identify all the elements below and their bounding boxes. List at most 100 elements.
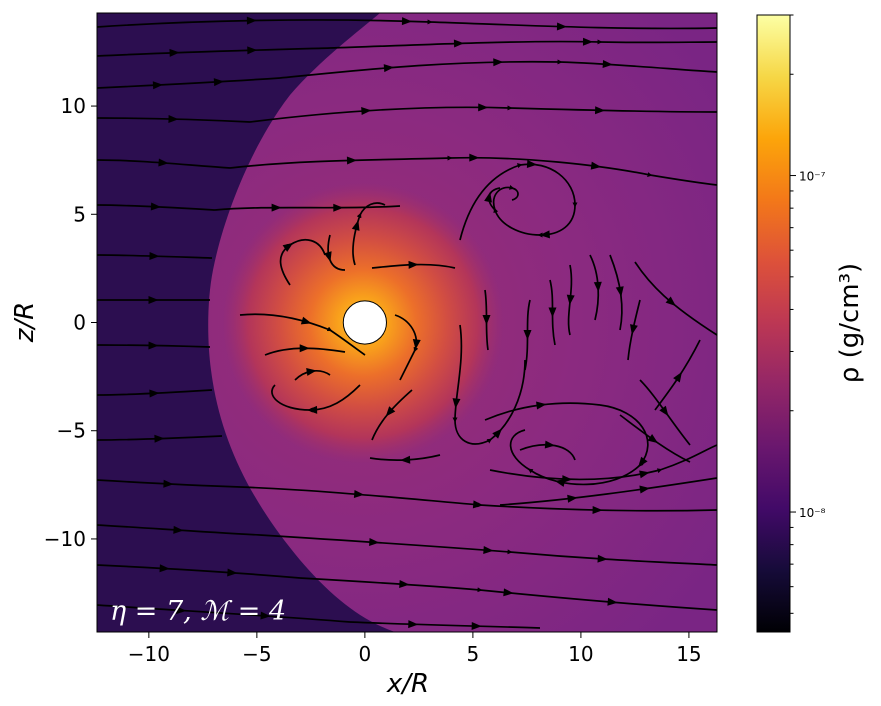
streamline-arrow bbox=[523, 329, 532, 340]
streamline-arrow bbox=[453, 39, 464, 48]
streamline-arrow bbox=[503, 588, 514, 597]
colorbar-tick-label: 10⁻⁸ bbox=[799, 506, 826, 520]
streamline-arrow bbox=[582, 37, 593, 46]
streamline-arrow bbox=[639, 470, 650, 479]
streamline-arrow bbox=[408, 620, 419, 629]
streamline-arrow bbox=[149, 251, 160, 260]
streamline bbox=[519, 443, 576, 461]
streamline bbox=[489, 444, 717, 481]
streamline-arrow bbox=[567, 494, 578, 503]
streamline-arrow bbox=[300, 316, 312, 325]
y-tick-label: 10 bbox=[61, 94, 86, 118]
streamline-arrow bbox=[597, 554, 608, 563]
streamline-arrow bbox=[299, 344, 310, 353]
parameter-annotation: η = 7, ℳ = 4 bbox=[110, 596, 286, 627]
streamline bbox=[249, 105, 717, 123]
streamline-arrow bbox=[271, 203, 282, 212]
streamline bbox=[299, 577, 717, 611]
streamline-arrow bbox=[639, 485, 650, 494]
streamline bbox=[97, 47, 331, 57]
upstream-region bbox=[97, 13, 395, 632]
streamline-arrow bbox=[323, 251, 332, 262]
streamline bbox=[97, 77, 281, 89]
streamlines bbox=[97, 16, 717, 630]
streamline-arrow bbox=[526, 159, 538, 168]
x-axis-label: x/R bbox=[386, 669, 429, 699]
y-tick-label: 5 bbox=[73, 202, 86, 226]
streamline-arrow bbox=[306, 367, 317, 376]
streamline-arrow bbox=[492, 428, 503, 439]
x-tick-label: 0 bbox=[359, 642, 372, 666]
streamline-arrow bbox=[638, 456, 648, 468]
streamline bbox=[239, 313, 366, 356]
colorbar-ticks: 10⁻⁸ 10⁻⁷ bbox=[790, 14, 826, 614]
streamline-arrow bbox=[659, 405, 669, 417]
streamline-arrow bbox=[247, 46, 258, 55]
streamline bbox=[229, 155, 717, 186]
streamline-arrow bbox=[556, 22, 567, 31]
streamline bbox=[214, 205, 401, 211]
colorbar-frame bbox=[756, 14, 791, 633]
streamline bbox=[279, 59, 717, 79]
x-axis-ticks: −10 −5 0 5 10 15 bbox=[128, 632, 702, 666]
streamline bbox=[259, 534, 717, 566]
y-tick-label: 0 bbox=[73, 311, 86, 335]
streamline-arrow bbox=[478, 103, 489, 112]
streamline-arrow bbox=[484, 191, 492, 203]
y-axis-label: z/R bbox=[10, 302, 40, 343]
y-tick-label: −5 bbox=[57, 419, 86, 443]
y-axis-ticks: 10 5 0 −5 −10 bbox=[44, 94, 97, 551]
streamline-arrow bbox=[333, 203, 344, 212]
streamline bbox=[97, 604, 351, 623]
streamline-arrow bbox=[665, 296, 676, 306]
streamline bbox=[509, 404, 649, 486]
colorbar bbox=[757, 15, 790, 632]
streamline bbox=[97, 564, 301, 579]
streamline-arrow bbox=[482, 315, 491, 325]
x-tick-label: −10 bbox=[128, 642, 170, 666]
streamline-arrow bbox=[176, 606, 187, 615]
streamline-arrow bbox=[152, 81, 163, 90]
streamline bbox=[352, 202, 386, 266]
star-circle bbox=[342, 300, 387, 345]
streamline-arrow bbox=[227, 568, 238, 577]
streamline-arrow bbox=[593, 281, 602, 292]
streamline-arrow bbox=[630, 324, 638, 335]
streamline-arrow bbox=[307, 405, 318, 414]
streamline-arrow bbox=[483, 546, 494, 555]
streamline-arrow bbox=[385, 406, 396, 417]
streamline-arrow bbox=[647, 434, 658, 444]
streamline bbox=[97, 479, 241, 488]
streamline-arrow bbox=[408, 260, 419, 269]
x-tick-label: 10 bbox=[568, 642, 593, 666]
streamline-arrow bbox=[282, 242, 294, 252]
streamline-arrow bbox=[369, 537, 380, 546]
streamline-arrow bbox=[154, 434, 165, 443]
streamline-arrow bbox=[383, 64, 394, 73]
streamline-arrow bbox=[353, 490, 365, 498]
streamline-arrow bbox=[615, 286, 624, 297]
streamline-arrow bbox=[536, 401, 547, 410]
streamline-arrow bbox=[148, 296, 159, 304]
streamline bbox=[394, 314, 419, 381]
streamline-arrow bbox=[361, 107, 372, 116]
streamline bbox=[634, 261, 717, 336]
streamline-arrow bbox=[544, 440, 556, 449]
streamline-arrow bbox=[673, 371, 682, 383]
streamline bbox=[97, 19, 717, 30]
streamline bbox=[452, 324, 526, 445]
streamline-arrow bbox=[163, 479, 174, 488]
streamline-arrow bbox=[452, 398, 461, 409]
y-tick-label: −10 bbox=[44, 527, 86, 551]
streamline-arrow bbox=[158, 158, 169, 167]
streamline-arrow bbox=[168, 114, 179, 123]
streamline-arrow bbox=[213, 78, 224, 87]
streamline-arrow bbox=[150, 202, 161, 211]
streamline bbox=[499, 477, 717, 506]
plot-area bbox=[97, 13, 717, 632]
streamline-arrow bbox=[562, 475, 573, 484]
streamline-arrow bbox=[602, 60, 613, 68]
streamline bbox=[459, 163, 578, 241]
streamline-arrow bbox=[472, 500, 484, 509]
